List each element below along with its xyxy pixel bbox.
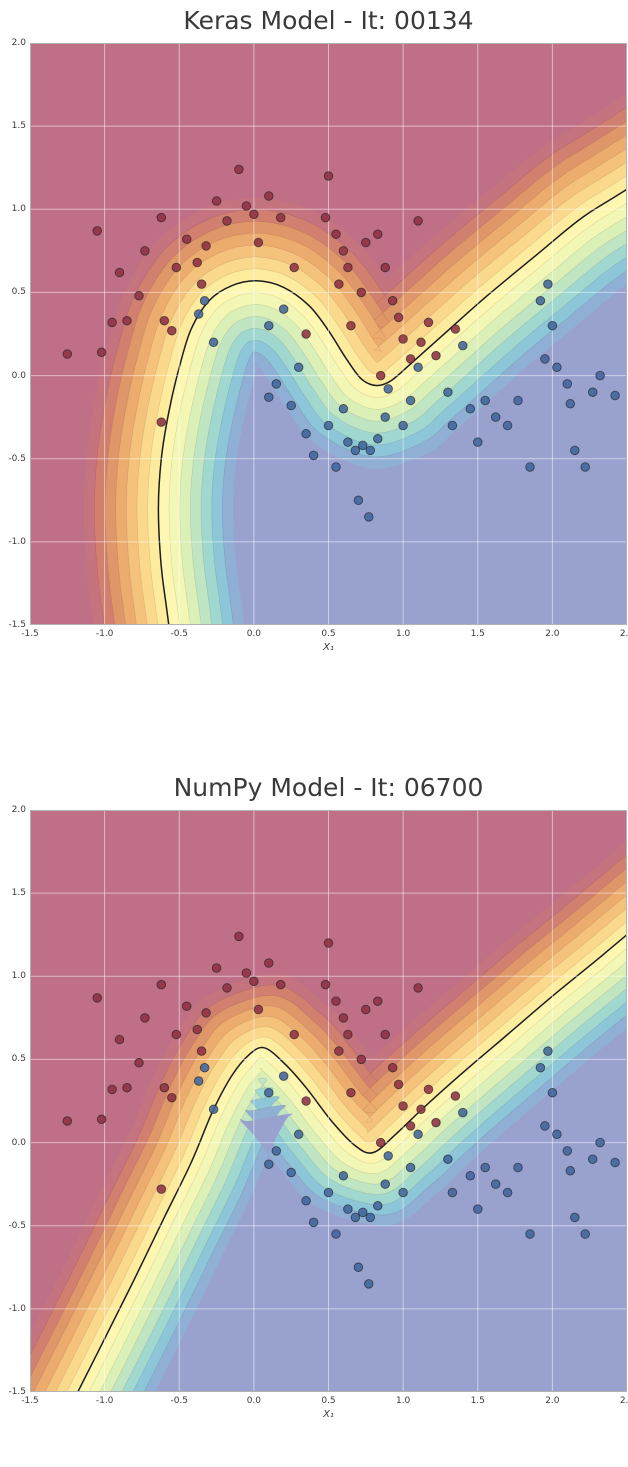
chart-title: NumPy Model - It: 06700 [173,773,484,802]
y-tick-label: 1.0 [11,204,26,215]
x-tick-label: -1.0 [95,629,114,639]
y-tick-label: -0.5 [8,1220,26,1231]
y-tick-label: 0.0 [11,1137,26,1148]
keras-model-figure: Keras Model - It: 00134 -1.5 -1.0 -0.5 0.0 0… [0,0,628,700]
x-tick-label: 2.5 [619,1396,628,1406]
x-tick-label: -1.5 [21,1396,39,1406]
x-tick-label: 1.5 [470,1396,485,1406]
y-tick-label: -0.5 [8,453,26,464]
x-tick-label: 1.5 [470,629,485,639]
x-tick-label: 2.0 [545,1396,560,1406]
x-tick-label: 1.0 [395,629,411,639]
chart-title: Keras Model - It: 00134 [183,6,474,35]
y-tick-label: 2.0 [11,38,26,48]
x-tick-label: 0.0 [246,1396,262,1406]
y-tick-label: -1.5 [8,620,26,630]
page: { "page": { "background": "#ffffff" }, "… [0,0,628,1420]
y-tick-label: 1.5 [11,888,26,899]
x-tick-label: 2.0 [545,629,560,639]
y-tick-label: 0.0 [11,370,26,381]
y-tick-label: -1.0 [8,536,26,547]
y-tick-label: 0.5 [11,287,26,298]
y-tick-label: 1.0 [11,971,26,982]
x-tick-label: 0.5 [321,629,336,639]
x-tick-label: 0.5 [321,1396,336,1406]
y-tick-label: -1.0 [8,1303,26,1314]
keras-plot-area [30,43,627,625]
y-tick-label: 0.5 [11,1054,26,1065]
x-tick-label: 2.5 [619,629,628,639]
x-tick-label: 1.0 [395,1396,411,1406]
numpy-model-figure: NumPy Model - It: 06700 -1.5 -1.0 -0.5 0.0 0… [0,767,628,1467]
x-tick-label: -1.0 [95,1396,114,1406]
x-tick-label: -1.5 [21,629,39,639]
y-tick-label: 2.0 [11,805,26,815]
x-tick-label: -0.5 [170,629,189,639]
x-tick-label: -0.5 [170,1396,189,1406]
numpy-plot-canvas [30,810,627,1392]
numpy-plot-area [30,810,627,1392]
keras-plot-canvas [30,43,627,625]
x-tick-label: 0.0 [246,629,262,639]
y-tick-label: 1.5 [11,121,26,132]
x-axis-label: X₁ [323,642,334,653]
x-axis-label: X₁ [323,1409,334,1420]
